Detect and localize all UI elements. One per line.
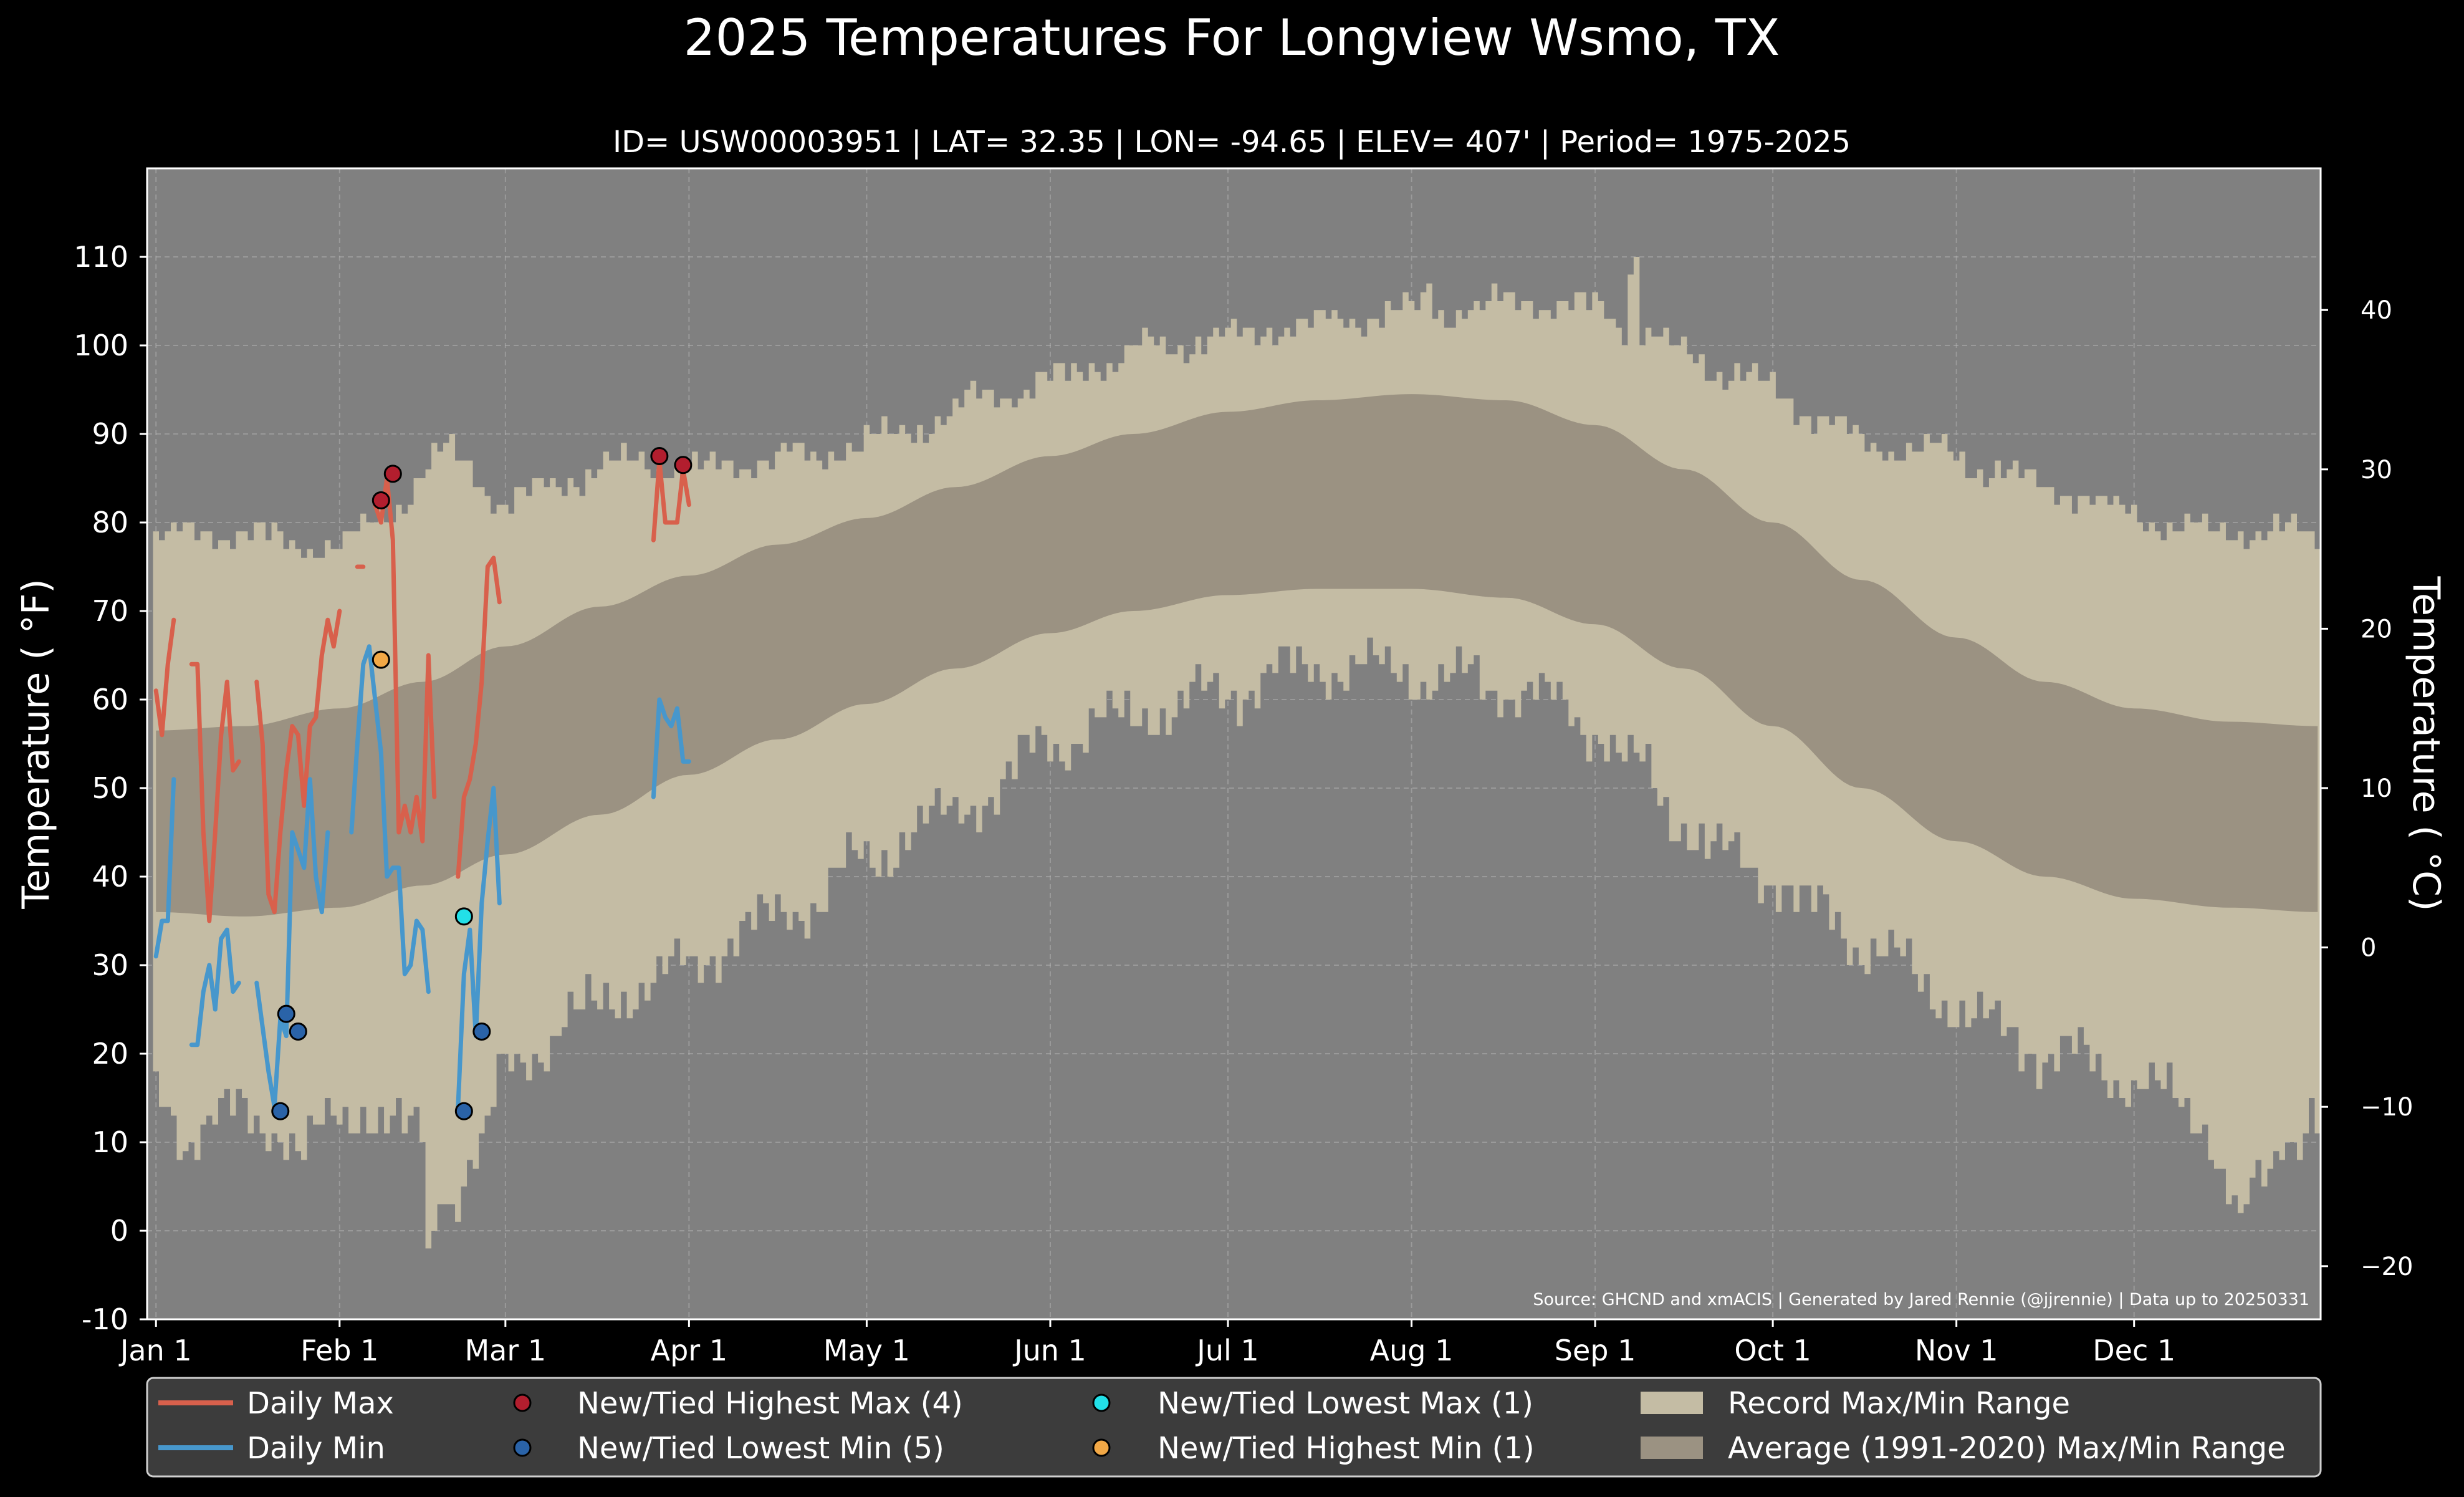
y2-tick-label: −20 bbox=[2361, 1253, 2413, 1281]
legend-item-new-high-min: New/Tied Highest Min (1) bbox=[1092, 1431, 1535, 1466]
normal-range-area bbox=[156, 394, 2318, 917]
y2-tick-label: 20 bbox=[2361, 615, 2392, 643]
x-tick-label: Oct 1 bbox=[1734, 1334, 1811, 1367]
y2-tick-label: 40 bbox=[2361, 296, 2392, 325]
markers-new-high-min bbox=[372, 650, 390, 669]
record-marker-new-high-max bbox=[650, 447, 669, 465]
markers-new-low-max bbox=[454, 907, 473, 926]
record-marker-new-low-min bbox=[271, 1102, 290, 1120]
legend-item-new-low-min: New/Tied Lowest Min (5) bbox=[513, 1431, 944, 1466]
series-line-segment bbox=[456, 786, 502, 1109]
legend-item-daily-max: Daily Max bbox=[158, 1386, 394, 1421]
legend-item-new-high-max: New/Tied Highest Max (4) bbox=[513, 1386, 963, 1421]
y2-tick-label: 10 bbox=[2361, 774, 2392, 803]
record-marker-new-low-min bbox=[277, 1004, 295, 1023]
y-tick-label: 50 bbox=[92, 771, 128, 805]
y-tick-label: 0 bbox=[110, 1214, 128, 1248]
legend-label-new-high-max: New/Tied Highest Max (4) bbox=[577, 1386, 963, 1421]
y-tick-label: 110 bbox=[74, 240, 128, 274]
x-tick-label: Sep 1 bbox=[1555, 1334, 1636, 1367]
series-line-segment bbox=[153, 617, 176, 738]
series-line-segment bbox=[651, 697, 691, 799]
y-tick-label: 10 bbox=[92, 1125, 128, 1159]
legend: Daily Max Daily Min New/Tied Highest Max… bbox=[146, 1377, 2322, 1478]
x-tick-label: Jan 1 bbox=[118, 1334, 192, 1367]
x-tick-label: May 1 bbox=[823, 1334, 910, 1367]
y-axis-right: −20 −10 0 10 20 30 40 bbox=[2321, 296, 2413, 1281]
record-marker-new-low-min bbox=[289, 1023, 307, 1041]
legend-swatch-normal-range bbox=[1641, 1437, 1703, 1459]
legend-label-daily-max: Daily Max bbox=[247, 1386, 394, 1421]
y2-tick-label: 30 bbox=[2361, 456, 2392, 484]
y-tick-label: 90 bbox=[92, 417, 128, 451]
y-tick-label: 100 bbox=[74, 329, 128, 362]
series-line-segment bbox=[254, 777, 330, 1109]
legend-swatch-new-high-min bbox=[1092, 1438, 1111, 1457]
x-tick-label: Aug 1 bbox=[1370, 1334, 1454, 1367]
plot-area bbox=[147, 168, 2321, 1320]
legend-item-new-low-max: New/Tied Lowest Max (1) bbox=[1092, 1386, 1533, 1421]
y-axis-label: Temperature ( °F) bbox=[14, 579, 58, 910]
legend-label-normal-range: Average (1991-2020) Max/Min Range bbox=[1728, 1431, 2286, 1466]
chart-title: 2025 Temperatures For Longview Wsmo, TX bbox=[684, 9, 1780, 67]
x-axis: Jan 1 Feb 1 Mar 1 Apr 1 May 1 Jun 1 Jul 1 Aug 1… bbox=[118, 1319, 2175, 1367]
y-tick-label: 80 bbox=[92, 506, 128, 539]
record-marker-new-high-max bbox=[674, 456, 693, 474]
legend-swatch-record-range bbox=[1641, 1392, 1703, 1414]
record-marker-new-high-min bbox=[372, 650, 390, 669]
y-tick-label: 60 bbox=[92, 683, 128, 716]
series-line-segment bbox=[189, 927, 241, 1047]
legend-item-record-range: Record Max/Min Range bbox=[1641, 1386, 2070, 1421]
x-tick-label: Apr 1 bbox=[651, 1334, 727, 1367]
y-axis-left: -10 0 10 20 30 40 50 60 70 80 90 100 110 bbox=[74, 240, 147, 1336]
legend-item-daily-min: Daily Min bbox=[158, 1431, 385, 1466]
legend-label-new-low-min: New/Tied Lowest Min (5) bbox=[577, 1431, 944, 1466]
record-marker-new-high-max bbox=[383, 465, 402, 483]
y-tick-label: 70 bbox=[92, 594, 128, 628]
y2-tick-label: −10 bbox=[2361, 1093, 2413, 1122]
x-tick-label: Dec 1 bbox=[2092, 1334, 2175, 1367]
x-tick-label: Nov 1 bbox=[1915, 1334, 1998, 1367]
plot-frame bbox=[146, 167, 2322, 1321]
markers-new-high-max bbox=[372, 447, 693, 509]
y-tick-label: 40 bbox=[92, 860, 128, 893]
series-line-segment bbox=[254, 609, 342, 915]
legend-label-new-low-max: New/Tied Lowest Max (1) bbox=[1158, 1386, 1533, 1421]
source-note: Source: GHCND and xmACIS | Generated by … bbox=[1533, 1290, 2309, 1309]
record-marker-new-low-min bbox=[454, 1102, 473, 1120]
record-marker-new-low-min bbox=[472, 1023, 491, 1041]
legend-swatch-new-low-max bbox=[1092, 1394, 1111, 1412]
series-line-segment bbox=[456, 556, 502, 879]
record-marker-new-low-max bbox=[454, 907, 473, 926]
series-daily-min bbox=[153, 644, 691, 1109]
x-tick-label: Jul 1 bbox=[1195, 1334, 1258, 1367]
y-tick-label: 30 bbox=[92, 948, 128, 982]
legend-item-normal-range: Average (1991-2020) Max/Min Range bbox=[1641, 1431, 2286, 1466]
record-marker-new-high-max bbox=[372, 491, 390, 509]
x-tick-label: Mar 1 bbox=[464, 1334, 546, 1367]
y2-tick-label: 0 bbox=[2361, 934, 2376, 963]
y2-axis-label: Temperature ( °C) bbox=[2404, 576, 2448, 912]
series-line-segment bbox=[153, 777, 176, 959]
legend-box bbox=[146, 1377, 2322, 1478]
series-line-segment bbox=[189, 662, 241, 923]
markers-new-low-min bbox=[271, 1004, 491, 1120]
legend-label-record-range: Record Max/Min Range bbox=[1728, 1386, 2070, 1421]
legend-swatch-new-high-max bbox=[513, 1394, 532, 1412]
legend-label-daily-min: Daily Min bbox=[247, 1431, 385, 1466]
legend-label-new-high-min: New/Tied Highest Min (1) bbox=[1158, 1431, 1535, 1466]
legend-swatch-new-low-min bbox=[513, 1438, 532, 1457]
series-line-segment bbox=[349, 644, 431, 994]
chart-subtitle: ID= USW00003951 | LAT= 32.35 | LON= -94.… bbox=[613, 125, 1851, 160]
x-tick-label: Feb 1 bbox=[300, 1334, 378, 1367]
y-tick-label: -10 bbox=[82, 1302, 128, 1336]
y-tick-label: 20 bbox=[92, 1037, 128, 1071]
record-range-area bbox=[153, 257, 2321, 1249]
x-tick-label: Jun 1 bbox=[1012, 1334, 1086, 1367]
